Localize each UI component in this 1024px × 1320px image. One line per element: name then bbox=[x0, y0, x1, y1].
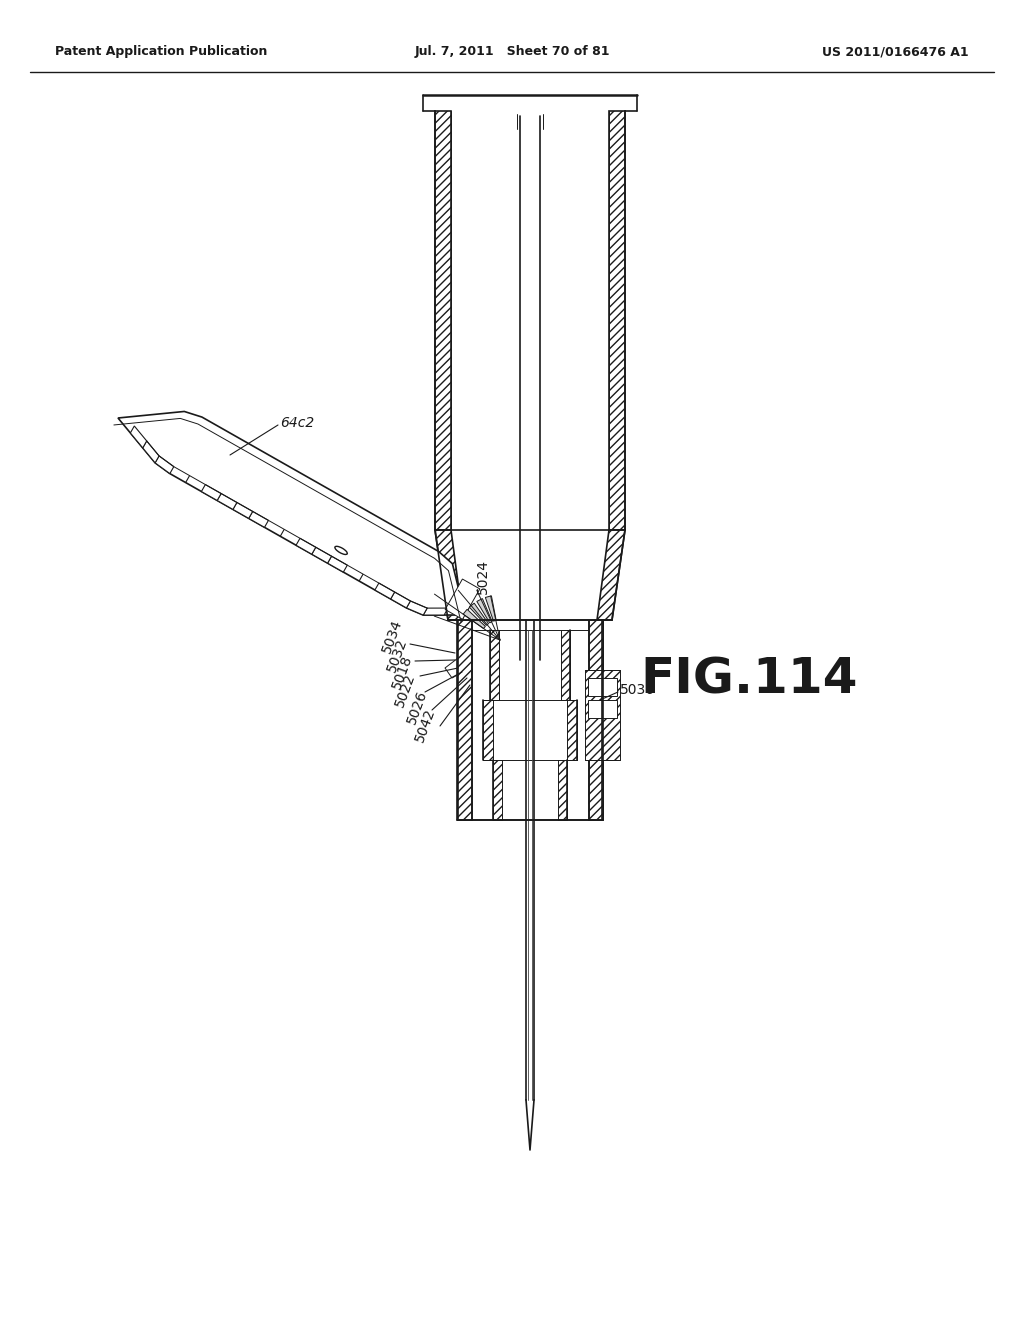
Polygon shape bbox=[359, 574, 364, 581]
Polygon shape bbox=[155, 455, 174, 474]
Bar bbox=[457, 620, 471, 820]
Text: 5018: 5018 bbox=[390, 653, 415, 690]
Polygon shape bbox=[217, 494, 237, 510]
Polygon shape bbox=[423, 609, 449, 615]
Text: FIG.114: FIG.114 bbox=[640, 656, 857, 704]
Text: 5026: 5026 bbox=[406, 688, 430, 726]
Bar bbox=[589, 620, 603, 820]
Bar bbox=[588, 678, 617, 696]
Polygon shape bbox=[281, 529, 285, 536]
Polygon shape bbox=[407, 601, 427, 615]
Polygon shape bbox=[249, 511, 268, 527]
Bar bbox=[567, 700, 577, 760]
Polygon shape bbox=[328, 556, 347, 572]
Bar bbox=[493, 760, 502, 820]
Text: 5032: 5032 bbox=[385, 636, 411, 673]
Polygon shape bbox=[391, 591, 411, 609]
Polygon shape bbox=[469, 603, 488, 626]
Bar bbox=[588, 700, 617, 718]
Bar bbox=[558, 760, 567, 820]
Bar bbox=[490, 630, 499, 700]
Polygon shape bbox=[465, 609, 469, 615]
Text: Jul. 7, 2011   Sheet 70 of 81: Jul. 7, 2011 Sheet 70 of 81 bbox=[415, 45, 609, 58]
Polygon shape bbox=[463, 610, 485, 628]
Polygon shape bbox=[232, 503, 253, 519]
Bar bbox=[435, 111, 451, 531]
Polygon shape bbox=[477, 598, 493, 623]
Text: 5034: 5034 bbox=[380, 618, 406, 655]
Polygon shape bbox=[312, 548, 332, 564]
Polygon shape bbox=[435, 531, 463, 620]
Bar bbox=[609, 111, 625, 531]
Bar bbox=[561, 630, 570, 700]
Polygon shape bbox=[597, 531, 625, 620]
Polygon shape bbox=[445, 655, 470, 678]
Text: Patent Application Publication: Patent Application Publication bbox=[55, 45, 267, 58]
Polygon shape bbox=[142, 441, 159, 463]
Text: 5022: 5022 bbox=[393, 671, 418, 709]
Polygon shape bbox=[296, 539, 315, 554]
Ellipse shape bbox=[335, 546, 347, 554]
Text: 5042: 5042 bbox=[413, 706, 438, 744]
Polygon shape bbox=[185, 475, 189, 483]
Bar bbox=[588, 620, 602, 820]
Bar bbox=[458, 620, 472, 820]
Bar bbox=[585, 671, 620, 760]
Text: 5036: 5036 bbox=[620, 682, 655, 697]
Polygon shape bbox=[375, 583, 394, 599]
Polygon shape bbox=[485, 595, 497, 622]
Text: 64c2: 64c2 bbox=[280, 416, 314, 430]
Polygon shape bbox=[130, 426, 146, 447]
Polygon shape bbox=[118, 412, 465, 615]
Bar bbox=[483, 700, 493, 760]
Polygon shape bbox=[445, 579, 480, 619]
Polygon shape bbox=[202, 484, 221, 500]
Text: 5024: 5024 bbox=[476, 560, 490, 594]
Text: US 2011/0166476 A1: US 2011/0166476 A1 bbox=[822, 45, 969, 58]
